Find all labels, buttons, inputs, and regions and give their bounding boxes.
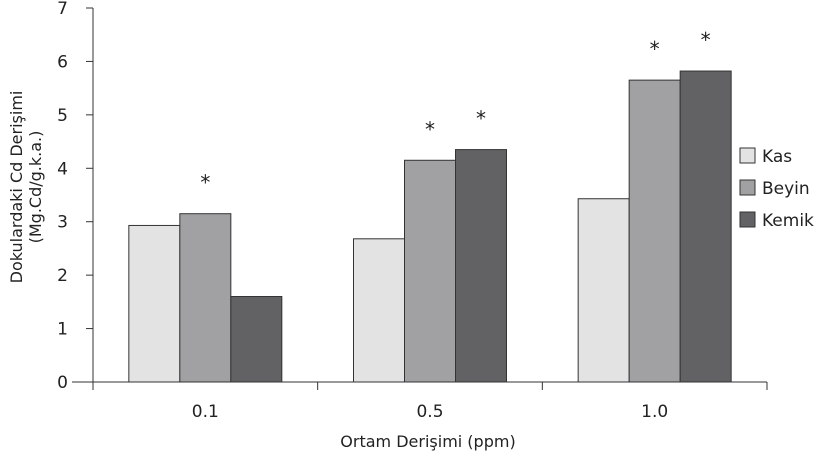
legend-label-beyin: Beyin — [762, 179, 810, 199]
significance-star: * — [701, 28, 711, 52]
y-axis-title: Dokulardaki Cd Derişimi — [7, 91, 26, 284]
bars — [128, 70, 732, 383]
legend-label-kemik: Kemik — [762, 211, 814, 231]
x-axis-title: Ortam Derişimi (ppm) — [340, 432, 515, 451]
x-axis: 0.1 0.5 1.0 — [72, 381, 768, 422]
y-tick-label: 0 — [57, 373, 68, 393]
y-tick-label: 1 — [57, 320, 68, 340]
significance-star: * — [425, 117, 435, 141]
legend: Kas Beyin Kemik — [739, 147, 814, 231]
bar-kas-0.5 — [353, 238, 405, 383]
y-axis-subtitle: (Mg.Cd/g.k.a.) — [26, 131, 45, 244]
bar-beyin-0.1 — [179, 213, 232, 383]
legend-swatch-kemik — [739, 211, 756, 228]
y-tick-label: 4 — [57, 159, 68, 179]
significance-markers: * * * * * — [200, 28, 710, 195]
legend-label-kas: Kas — [762, 147, 792, 167]
bar-kas-1.0 — [577, 198, 630, 383]
y-axis: 0 1 2 3 4 5 6 7 — [57, 0, 94, 393]
bar-kemik-0.5 — [455, 149, 507, 383]
significance-star: * — [476, 107, 486, 131]
legend-swatch-kas — [739, 147, 756, 164]
y-tick-label: 7 — [57, 0, 68, 19]
bar-beyin-1.0 — [628, 79, 681, 383]
y-tick-label: 5 — [57, 106, 68, 126]
y-tick-label: 3 — [57, 213, 68, 233]
significance-star: * — [650, 37, 660, 61]
significance-star: * — [200, 171, 210, 195]
legend-swatch-beyin — [739, 179, 756, 196]
bar-beyin-0.5 — [404, 159, 456, 383]
x-tick-label: 0.1 — [192, 402, 219, 422]
bar-kemik-1.0 — [679, 70, 732, 383]
bar-kemik-0.1 — [230, 296, 283, 383]
x-tick-label: 1.0 — [641, 402, 668, 422]
y-tick-label: 2 — [57, 266, 68, 286]
x-tick-label: 0.5 — [416, 402, 443, 422]
bar-kas-0.1 — [128, 224, 181, 383]
y-tick-label: 6 — [57, 52, 68, 72]
